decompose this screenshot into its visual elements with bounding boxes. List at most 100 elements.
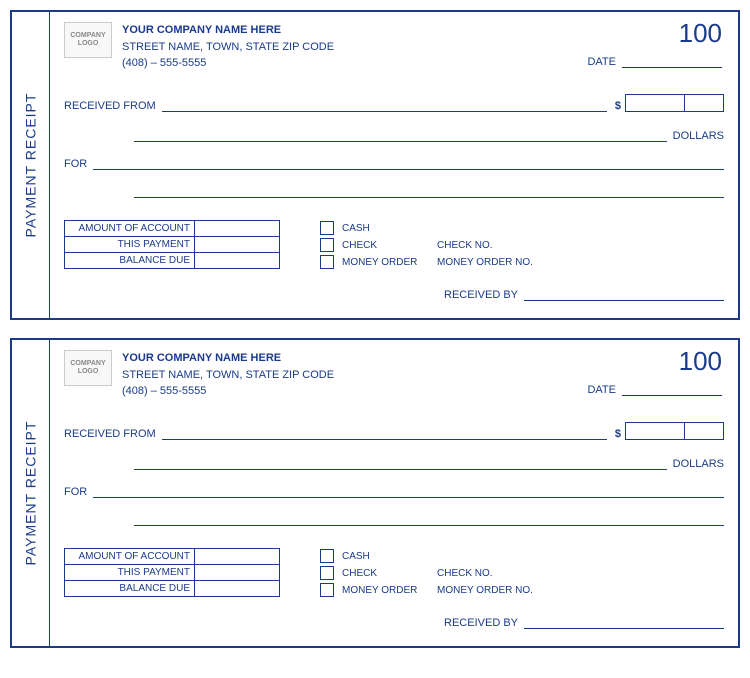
- cash-label: CASH: [342, 223, 437, 234]
- account-value[interactable]: [195, 252, 280, 268]
- bottom-section: AMOUNT OF ACCOUNT THIS PAYMENT BALANCE D…: [64, 548, 724, 599]
- table-row: AMOUNT OF ACCOUNT: [65, 220, 280, 236]
- received-by-field[interactable]: [524, 287, 724, 301]
- account-label: AMOUNT OF ACCOUNT: [65, 220, 195, 236]
- payment-type-row: CASH: [320, 220, 533, 237]
- dollars-row: DOLLARS: [64, 456, 724, 470]
- payment-type-row: MONEY ORDER MONEY ORDER NO.: [320, 582, 533, 599]
- side-label: PAYMENT RECEIPT: [12, 340, 50, 646]
- for-field-line2[interactable]: [134, 184, 724, 198]
- company-logo: COMPANY LOGO: [64, 22, 112, 58]
- table-row: BALANCE DUE: [65, 580, 280, 596]
- received-by-field[interactable]: [524, 615, 724, 629]
- check-label: CHECK: [342, 568, 437, 579]
- company-phone: (408) – 555-5555: [122, 55, 334, 72]
- for-row: FOR: [64, 484, 724, 498]
- table-row: THIS PAYMENT: [65, 564, 280, 580]
- amount-box-cents[interactable]: [684, 94, 724, 112]
- account-value[interactable]: [195, 548, 280, 564]
- amount-box-main[interactable]: [625, 94, 685, 112]
- account-table: AMOUNT OF ACCOUNT THIS PAYMENT BALANCE D…: [64, 220, 280, 269]
- account-value[interactable]: [195, 220, 280, 236]
- money-order-label: MONEY ORDER: [342, 585, 437, 596]
- account-label: BALANCE DUE: [65, 252, 195, 268]
- payment-type-row: CASH: [320, 548, 533, 565]
- date-label: DATE: [587, 384, 616, 396]
- money-order-ref: MONEY ORDER NO.: [437, 585, 533, 596]
- received-by-row: RECEIVED BY: [64, 287, 724, 301]
- for-label: FOR: [64, 486, 87, 498]
- side-label: PAYMENT RECEIPT: [12, 12, 50, 318]
- company-logo: COMPANY LOGO: [64, 350, 112, 386]
- logo-line1: COMPANY: [70, 360, 105, 368]
- cash-checkbox[interactable]: [320, 549, 334, 563]
- for-label: FOR: [64, 158, 87, 170]
- dollars-label: DOLLARS: [673, 458, 724, 470]
- company-phone: (408) – 555-5555: [122, 383, 334, 400]
- received-from-field[interactable]: [162, 426, 607, 440]
- company-address: STREET NAME, TOWN, STATE ZIP CODE: [122, 367, 334, 384]
- receipt-2: PAYMENT RECEIPT COMPANY LOGO YOUR COMPAN…: [10, 338, 740, 648]
- money-order-checkbox[interactable]: [320, 255, 334, 269]
- for-field-line2[interactable]: [134, 512, 724, 526]
- receipt-number: 100: [679, 18, 722, 49]
- dollar-sign: $: [615, 428, 621, 440]
- dollars-field[interactable]: [134, 456, 667, 470]
- cash-label: CASH: [342, 551, 437, 562]
- account-value[interactable]: [195, 564, 280, 580]
- receipt-content: COMPANY LOGO YOUR COMPANY NAME HERE STRE…: [50, 340, 738, 646]
- received-from-label: RECEIVED FROM: [64, 428, 156, 440]
- date-label: DATE: [587, 56, 616, 68]
- receipt-1: PAYMENT RECEIPT COMPANY LOGO YOUR COMPAN…: [10, 10, 740, 320]
- bottom-section: AMOUNT OF ACCOUNT THIS PAYMENT BALANCE D…: [64, 220, 724, 271]
- for-field[interactable]: [93, 156, 724, 170]
- dollars-field[interactable]: [134, 128, 667, 142]
- dollar-sign: $: [615, 100, 621, 112]
- check-ref: CHECK NO.: [437, 240, 493, 251]
- check-checkbox[interactable]: [320, 566, 334, 580]
- received-by-row: RECEIVED BY: [64, 615, 724, 629]
- account-label: BALANCE DUE: [65, 580, 195, 596]
- received-by-label: RECEIVED BY: [444, 289, 518, 301]
- date-field[interactable]: [622, 54, 722, 68]
- received-from-label: RECEIVED FROM: [64, 100, 156, 112]
- company-info: YOUR COMPANY NAME HERE STREET NAME, TOWN…: [122, 350, 334, 400]
- dollars-row: DOLLARS: [64, 128, 724, 142]
- company-name: YOUR COMPANY NAME HERE: [122, 22, 334, 39]
- money-order-label: MONEY ORDER: [342, 257, 437, 268]
- received-from-row: RECEIVED FROM $: [64, 94, 724, 112]
- received-from-field[interactable]: [162, 98, 607, 112]
- logo-line2: LOGO: [78, 368, 99, 376]
- account-table: AMOUNT OF ACCOUNT THIS PAYMENT BALANCE D…: [64, 548, 280, 597]
- dollars-label: DOLLARS: [673, 130, 724, 142]
- receipt-number: 100: [679, 346, 722, 377]
- date-row: DATE: [587, 54, 722, 68]
- money-order-checkbox[interactable]: [320, 583, 334, 597]
- table-row: THIS PAYMENT: [65, 236, 280, 252]
- side-label-text: PAYMENT RECEIPT: [23, 93, 39, 238]
- account-value[interactable]: [195, 236, 280, 252]
- cash-checkbox[interactable]: [320, 221, 334, 235]
- received-from-row: RECEIVED FROM $: [64, 422, 724, 440]
- logo-line2: LOGO: [78, 40, 99, 48]
- logo-line1: COMPANY: [70, 32, 105, 40]
- received-by-label: RECEIVED BY: [444, 617, 518, 629]
- check-ref: CHECK NO.: [437, 568, 493, 579]
- account-value[interactable]: [195, 580, 280, 596]
- side-label-text: PAYMENT RECEIPT: [23, 421, 39, 566]
- payment-types: CASH CHECK CHECK NO. MONEY ORDER MONEY O…: [320, 220, 533, 271]
- payment-types: CASH CHECK CHECK NO. MONEY ORDER MONEY O…: [320, 548, 533, 599]
- account-label: THIS PAYMENT: [65, 564, 195, 580]
- for-row: FOR: [64, 156, 724, 170]
- receipt-content: COMPANY LOGO YOUR COMPANY NAME HERE STRE…: [50, 12, 738, 318]
- check-checkbox[interactable]: [320, 238, 334, 252]
- table-row: AMOUNT OF ACCOUNT: [65, 548, 280, 564]
- amount-box-main[interactable]: [625, 422, 685, 440]
- for-field[interactable]: [93, 484, 724, 498]
- company-address: STREET NAME, TOWN, STATE ZIP CODE: [122, 39, 334, 56]
- company-info: YOUR COMPANY NAME HERE STREET NAME, TOWN…: [122, 22, 334, 72]
- amount-box-cents[interactable]: [684, 422, 724, 440]
- date-row: DATE: [587, 382, 722, 396]
- account-label: AMOUNT OF ACCOUNT: [65, 548, 195, 564]
- date-field[interactable]: [622, 382, 722, 396]
